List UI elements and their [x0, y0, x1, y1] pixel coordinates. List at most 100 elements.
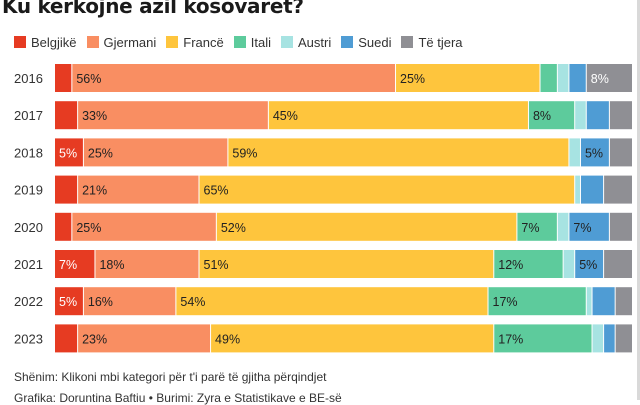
legend-swatch	[233, 36, 246, 48]
bar-segment[interactable]	[55, 212, 72, 241]
legend-item[interactable]: Të tjera	[401, 35, 463, 50]
bar-segment[interactable]	[199, 175, 575, 204]
data-label: 49%	[215, 332, 240, 346]
data-label: 51%	[204, 258, 229, 272]
legend-swatch	[280, 36, 293, 48]
data-label: 21%	[82, 184, 107, 198]
data-label: 25%	[400, 72, 425, 86]
bar-segment[interactable]	[494, 324, 592, 353]
bar-segment[interactable]	[592, 287, 615, 316]
bar-segment[interactable]	[228, 138, 569, 167]
bar-segment[interactable]	[575, 101, 586, 130]
bar-segment[interactable]	[592, 324, 604, 353]
category-label: 2021	[14, 257, 43, 272]
data-label: 25%	[88, 146, 113, 160]
bar-segment[interactable]	[604, 250, 632, 278]
bar-segment[interactable]	[72, 212, 216, 241]
bar-segment[interactable]	[604, 175, 632, 204]
bar-segment[interactable]	[494, 250, 563, 278]
legend-item[interactable]: Francë	[166, 34, 224, 50]
data-label: 5%	[59, 295, 77, 309]
bar-segment[interactable]	[268, 101, 528, 130]
bar-segment[interactable]	[575, 250, 604, 278]
scrollbar-edge	[637, 0, 640, 400]
bar-segment[interactable]	[199, 250, 494, 278]
bar-segment[interactable]	[488, 287, 586, 316]
bar-segment[interactable]	[540, 64, 557, 92]
legend-label: Francë	[183, 34, 224, 50]
bar-segment[interactable]	[528, 101, 575, 130]
legend-swatch	[166, 36, 179, 48]
legend-item[interactable]: Belgjikë	[14, 35, 77, 50]
bar-segment[interactable]	[78, 101, 268, 130]
bar-segment[interactable]	[55, 175, 78, 204]
data-label: 7%	[573, 221, 591, 235]
bar-segment[interactable]	[609, 212, 632, 241]
bar-segment[interactable]	[580, 175, 604, 204]
bar-segment[interactable]	[83, 287, 176, 316]
category-label: 2016	[14, 71, 43, 86]
bar-segment[interactable]	[580, 138, 609, 167]
bar-segment[interactable]	[78, 175, 199, 204]
data-label: 17%	[498, 332, 523, 346]
category-label: 2023	[14, 331, 43, 346]
bar-segment[interactable]	[609, 138, 632, 167]
bar-segment[interactable]	[396, 64, 540, 92]
legend-label: Itali	[250, 34, 271, 50]
chart-title: Ku kërkojnë azil kosovarët?	[2, 0, 304, 18]
legend-item[interactable]: Austri	[280, 35, 331, 50]
legend-swatch	[86, 36, 99, 48]
legend-item[interactable]: Gjermani	[86, 35, 156, 50]
data-label: 18%	[99, 258, 124, 272]
data-label: 45%	[273, 109, 298, 123]
bar-segment[interactable]	[78, 324, 211, 353]
data-label: 7%	[59, 258, 77, 272]
bar-segment[interactable]	[55, 324, 78, 353]
bar-segment[interactable]	[569, 64, 586, 92]
legend: Belgjikë Gjermani Francë Itali Austri Suedi Të…	[14, 32, 473, 52]
bar-segment[interactable]	[615, 324, 632, 353]
category-label: 2017	[14, 108, 43, 123]
legend-swatch	[14, 36, 26, 48]
data-label: 56%	[76, 72, 101, 86]
legend-label: Suedi	[358, 34, 392, 50]
bar-segment[interactable]	[586, 64, 632, 92]
legend-item[interactable]: Suedi	[341, 35, 391, 50]
category-label: 2020	[14, 220, 43, 235]
bar-segment[interactable]	[517, 212, 557, 241]
bar-segment[interactable]	[216, 212, 517, 241]
bar-segment[interactable]	[557, 212, 569, 241]
bar-segment[interactable]	[586, 101, 609, 130]
bar-segment[interactable]	[563, 250, 575, 278]
category-label: 2022	[14, 294, 43, 309]
bar-segment[interactable]	[176, 287, 488, 316]
bar-segment[interactable]	[575, 175, 580, 204]
legend-item[interactable]: Itali	[233, 34, 271, 50]
data-label: 5%	[59, 146, 77, 160]
data-label: 8%	[533, 109, 551, 123]
bar-segment[interactable]	[609, 101, 632, 130]
data-label: 33%	[82, 109, 107, 123]
footer-note: Shënim: Klikoni mbi kategori për t'i par…	[14, 370, 327, 384]
bar-segment[interactable]	[55, 101, 78, 130]
bar-segment[interactable]	[569, 138, 580, 167]
bar-segment[interactable]	[55, 250, 95, 278]
bar-segment[interactable]	[95, 250, 199, 278]
bar-segment[interactable]	[557, 64, 569, 92]
bar-segment[interactable]	[211, 324, 494, 353]
bar-segment[interactable]	[55, 138, 83, 167]
bar-segment[interactable]	[586, 287, 592, 316]
legend-label: Belgjikë	[31, 34, 77, 50]
data-label: 23%	[82, 332, 107, 346]
bar-segment[interactable]	[604, 324, 615, 353]
data-label: 59%	[232, 146, 257, 160]
bar-segment[interactable]	[569, 212, 609, 241]
data-label: 17%	[493, 295, 518, 309]
bar-segment[interactable]	[72, 64, 396, 92]
bar-segment[interactable]	[55, 287, 83, 316]
bar-segment[interactable]	[83, 138, 228, 167]
bar-segment[interactable]	[55, 64, 72, 92]
bar-segment[interactable]	[615, 287, 632, 316]
data-label: 5%	[585, 146, 603, 160]
data-label: 5%	[579, 258, 597, 272]
